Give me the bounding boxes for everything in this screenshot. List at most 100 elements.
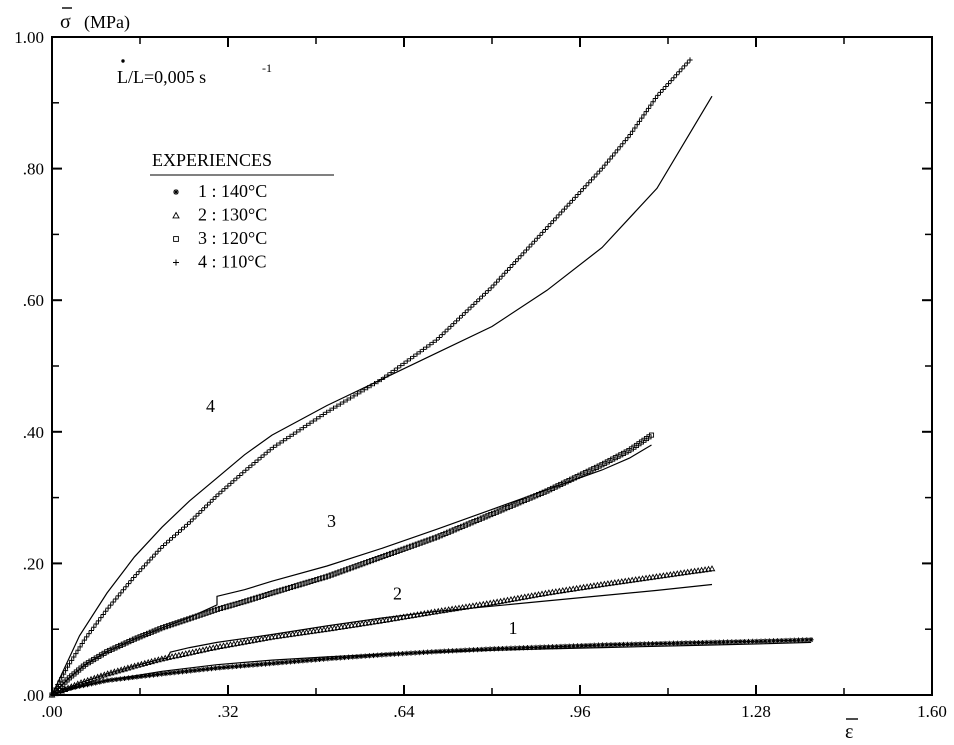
data-point — [83, 661, 89, 667]
data-point — [494, 279, 500, 285]
data-point — [483, 646, 489, 652]
data-point — [639, 115, 645, 121]
data-point — [591, 642, 597, 648]
data-point — [252, 459, 258, 466]
data-point — [300, 658, 306, 664]
legend-title: EXPERIENCES — [152, 150, 272, 170]
data-point — [358, 389, 364, 395]
data-point — [471, 301, 477, 307]
data-point — [240, 470, 246, 476]
data-point — [331, 571, 337, 577]
data-point — [558, 643, 564, 650]
data-point — [317, 626, 324, 633]
data-point — [379, 616, 387, 624]
data-point — [204, 666, 210, 672]
data-point — [547, 487, 553, 493]
data-point — [425, 649, 431, 655]
data-point — [588, 177, 595, 183]
data-point — [645, 641, 652, 647]
data-point — [512, 645, 518, 651]
data-point — [361, 387, 367, 393]
data-point — [363, 560, 369, 566]
data-point — [365, 385, 371, 391]
data-point — [462, 603, 470, 610]
axis-ticks-group: .00 .32 .64 .96 1.28 1.60 .00 .20 .40 .60 .80 1.00 — [14, 28, 947, 721]
data-point — [610, 456, 616, 462]
data-point — [618, 578, 626, 585]
data-point — [382, 616, 390, 623]
data-point — [280, 438, 286, 444]
model-curve-4 — [51, 95, 713, 696]
data-point — [504, 267, 511, 273]
data-point — [516, 645, 522, 651]
data-point — [520, 645, 527, 651]
data-point — [268, 633, 276, 640]
data-point — [574, 643, 581, 649]
data-point — [320, 626, 328, 633]
data-point — [573, 584, 581, 591]
data-point — [237, 472, 243, 479]
data-point — [398, 363, 404, 369]
data-point — [329, 655, 335, 662]
data-point — [656, 572, 664, 579]
data-point — [538, 490, 544, 496]
data-point — [391, 651, 397, 657]
data-point — [275, 660, 281, 666]
data-point — [587, 642, 593, 649]
data-point — [181, 524, 188, 530]
data-point — [68, 685, 74, 691]
data-point — [496, 508, 502, 514]
data-point — [341, 399, 347, 405]
data-point — [283, 659, 289, 665]
data-point — [341, 622, 349, 629]
data-point — [534, 235, 540, 241]
data-point — [567, 200, 573, 206]
data-point — [351, 564, 357, 570]
data-point — [585, 468, 591, 474]
data-point — [607, 457, 613, 464]
experimental-series-1 — [60, 637, 814, 693]
data-point — [159, 671, 165, 677]
data-point — [479, 293, 486, 299]
data-point — [426, 537, 432, 543]
data-point — [443, 530, 449, 536]
data-point — [144, 560, 150, 566]
data-point — [166, 537, 173, 543]
data-point — [561, 206, 568, 212]
data-point — [310, 627, 317, 634]
data-point — [247, 597, 253, 603]
data-point — [409, 543, 415, 549]
data-point — [533, 493, 539, 499]
data-point — [597, 581, 605, 588]
data-point — [750, 638, 756, 644]
data-point — [451, 321, 457, 327]
data-point — [513, 259, 519, 265]
data-point — [378, 376, 384, 383]
data-point — [591, 174, 597, 180]
data-point — [577, 472, 583, 478]
data-point — [454, 318, 460, 324]
data-point — [313, 627, 321, 634]
data-point — [460, 523, 466, 529]
data-point — [550, 218, 557, 224]
data-point — [271, 660, 277, 666]
data-point — [616, 641, 622, 648]
data-point — [377, 555, 383, 561]
data-point — [590, 582, 598, 589]
data-point — [187, 519, 193, 525]
data-point — [599, 462, 605, 468]
data-point — [562, 586, 570, 593]
data-point — [327, 407, 333, 413]
data-point — [117, 642, 124, 648]
data-point — [355, 620, 362, 627]
data-point — [434, 607, 442, 614]
data-point — [296, 629, 304, 636]
data-point — [380, 553, 386, 560]
data-point — [327, 625, 335, 632]
data-point — [101, 650, 107, 656]
data-point — [308, 657, 314, 663]
data-point — [519, 499, 525, 505]
data-point — [766, 638, 772, 644]
data-point — [386, 551, 392, 557]
data-point — [479, 515, 485, 521]
